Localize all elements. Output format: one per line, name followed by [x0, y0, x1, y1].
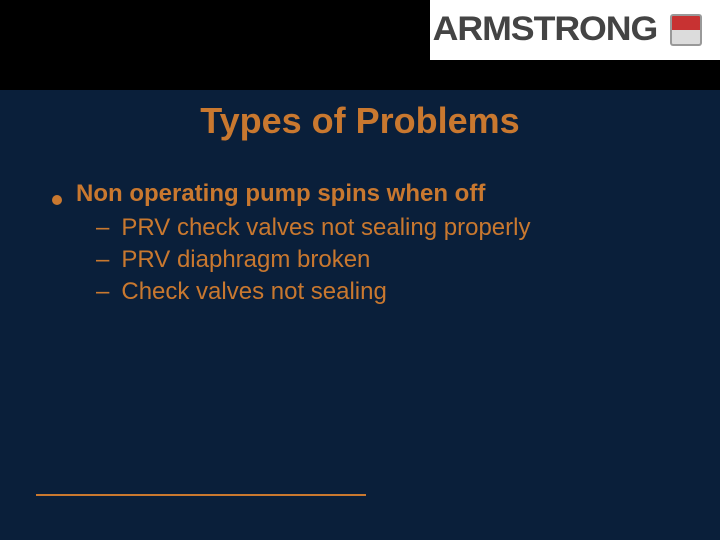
dash-icon: –: [96, 278, 109, 306]
bullet-dot-icon: [52, 195, 62, 205]
bullet-item: Non operating pump spins when off: [52, 180, 672, 208]
content-area: Non operating pump spins when off – PRV …: [52, 180, 672, 310]
sub-text: PRV check valves not sealing properly: [121, 214, 530, 242]
brand-logo-text: ARMSTRONG: [433, 10, 658, 49]
sub-item: – PRV diaphragm broken: [96, 246, 672, 274]
slide-title: Types of Problems: [0, 100, 720, 142]
header-logo-panel: ARMSTRONG: [430, 0, 720, 60]
sub-item: – PRV check valves not sealing properly: [96, 214, 672, 242]
sub-text: PRV diaphragm broken: [121, 246, 370, 274]
bullet-text: Non operating pump spins when off: [76, 180, 485, 208]
sub-item: – Check valves not sealing: [96, 278, 672, 306]
footer-divider: [36, 494, 366, 496]
dash-icon: –: [96, 246, 109, 274]
dash-icon: –: [96, 214, 109, 242]
sub-text: Check valves not sealing: [121, 278, 386, 306]
brand-logo-badge: [670, 14, 702, 46]
